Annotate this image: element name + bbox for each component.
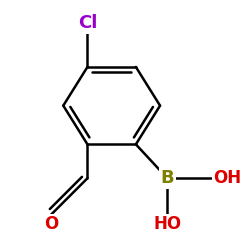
- Text: B: B: [160, 169, 174, 187]
- Text: HO: HO: [153, 214, 182, 232]
- Text: OH: OH: [213, 169, 242, 187]
- Text: Cl: Cl: [78, 14, 97, 32]
- Text: O: O: [44, 214, 58, 232]
